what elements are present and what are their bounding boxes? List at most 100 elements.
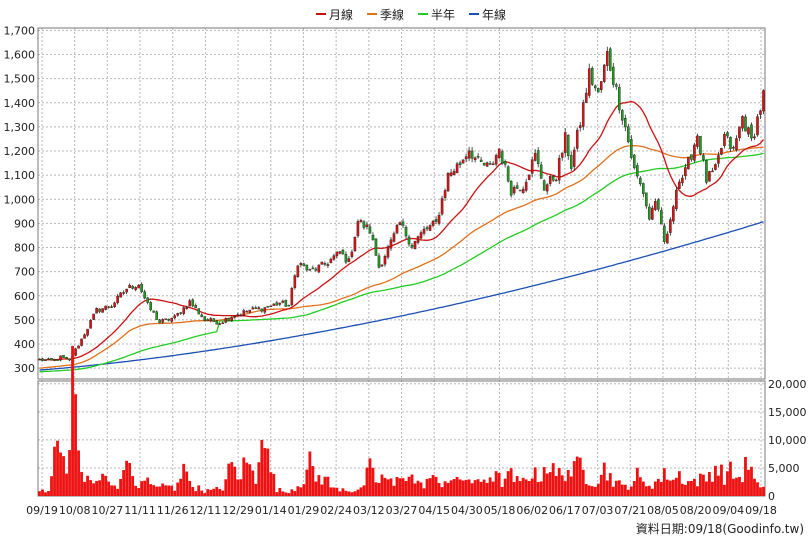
price-panel-border bbox=[37, 27, 766, 380]
candle-body bbox=[630, 139, 633, 158]
candlestick bbox=[431, 219, 435, 228]
candlestick bbox=[612, 62, 615, 88]
candle-body bbox=[711, 170, 714, 173]
volume-bar bbox=[374, 482, 378, 496]
volume-bar bbox=[131, 476, 135, 496]
candlestick bbox=[119, 291, 122, 298]
volume-bar bbox=[230, 462, 234, 496]
candle-body bbox=[89, 320, 92, 329]
candle-body bbox=[428, 225, 432, 231]
candle-body bbox=[113, 302, 116, 308]
candle-body bbox=[581, 102, 585, 127]
candlestick bbox=[86, 328, 89, 337]
candlestick bbox=[389, 237, 393, 251]
volume-bar bbox=[290, 489, 294, 496]
volume-bar bbox=[104, 475, 107, 496]
candlestick bbox=[257, 306, 261, 310]
candle-body bbox=[227, 318, 231, 321]
candle-body bbox=[533, 152, 537, 161]
volume-bar bbox=[620, 484, 624, 496]
candle-body bbox=[137, 284, 140, 289]
candle-body bbox=[612, 66, 615, 85]
volume-bar bbox=[398, 478, 402, 496]
volume-bar bbox=[653, 481, 657, 496]
volume-bar bbox=[140, 481, 144, 496]
candle-body bbox=[395, 224, 399, 234]
volume-bar bbox=[723, 484, 726, 496]
volume-bar bbox=[275, 492, 279, 496]
candlestick bbox=[95, 307, 98, 314]
volume-bar bbox=[119, 478, 123, 496]
candle-body bbox=[621, 110, 624, 121]
candlestick bbox=[230, 316, 234, 323]
grid bbox=[38, 28, 765, 497]
volume-bar bbox=[344, 490, 348, 496]
candle-body bbox=[332, 255, 336, 260]
volume-bar bbox=[650, 488, 654, 496]
volume-bar bbox=[98, 480, 101, 496]
candle-body bbox=[182, 307, 185, 314]
volume-bar bbox=[122, 470, 126, 496]
candlestick bbox=[410, 242, 414, 250]
volume-bar bbox=[176, 482, 180, 496]
candlestick bbox=[726, 130, 729, 139]
candle-body bbox=[660, 210, 663, 225]
candlestick bbox=[128, 283, 131, 289]
volume-bar bbox=[578, 457, 582, 496]
volume-bar bbox=[158, 486, 162, 496]
candle-body bbox=[194, 305, 197, 309]
volume-bar bbox=[545, 473, 549, 496]
candle-body bbox=[149, 302, 152, 311]
candlestick bbox=[566, 134, 570, 160]
volume-bar bbox=[527, 480, 531, 496]
candle-body bbox=[362, 221, 366, 228]
candle-body bbox=[464, 156, 468, 160]
volume-bar bbox=[729, 461, 732, 496]
volume-bar bbox=[702, 474, 705, 496]
candle-body bbox=[323, 263, 327, 265]
volume-bar bbox=[732, 478, 735, 496]
candle-body bbox=[278, 302, 282, 305]
volume-bar bbox=[182, 463, 186, 496]
volume-bar bbox=[53, 446, 56, 496]
candle-body bbox=[407, 236, 411, 245]
price-tick-label: 1,200 bbox=[4, 145, 36, 158]
candlestick bbox=[627, 123, 630, 144]
candle-body bbox=[584, 92, 588, 103]
volume-bar bbox=[383, 477, 387, 496]
candlestick bbox=[702, 153, 705, 162]
candle-body bbox=[251, 307, 255, 310]
volume-bar bbox=[705, 481, 708, 496]
price-tick-label: 600 bbox=[14, 290, 35, 303]
candlestick bbox=[77, 345, 80, 349]
volume-bar bbox=[296, 486, 300, 496]
volume-bar bbox=[311, 466, 315, 496]
candlestick bbox=[678, 179, 681, 190]
price-tick-label: 1,100 bbox=[4, 169, 36, 182]
candlestick bbox=[365, 221, 369, 230]
volume-bar bbox=[272, 473, 276, 496]
volume-bar bbox=[696, 486, 699, 496]
volume-bar bbox=[596, 483, 600, 496]
volume-bar bbox=[458, 479, 462, 496]
candle-body bbox=[422, 228, 426, 234]
candlestick bbox=[705, 159, 708, 185]
price-tick-label: 1,000 bbox=[4, 193, 36, 206]
volume-bar bbox=[431, 474, 435, 496]
candlestick bbox=[560, 152, 564, 161]
volume-bar bbox=[317, 475, 321, 496]
volume-bar bbox=[656, 478, 660, 496]
candlestick bbox=[654, 198, 657, 212]
candlestick bbox=[485, 161, 489, 168]
volume-bar bbox=[708, 471, 711, 496]
candle-body bbox=[242, 310, 246, 316]
candle-body bbox=[59, 355, 62, 361]
candlestick bbox=[452, 168, 456, 176]
candle-body bbox=[212, 318, 216, 322]
candle-body bbox=[762, 90, 765, 112]
x-tick-label: 07/21 bbox=[614, 504, 646, 517]
candlestick bbox=[741, 115, 744, 132]
x-tick-label: 08/20 bbox=[680, 504, 712, 517]
volume-bar bbox=[404, 480, 408, 496]
candlestick bbox=[182, 306, 185, 316]
